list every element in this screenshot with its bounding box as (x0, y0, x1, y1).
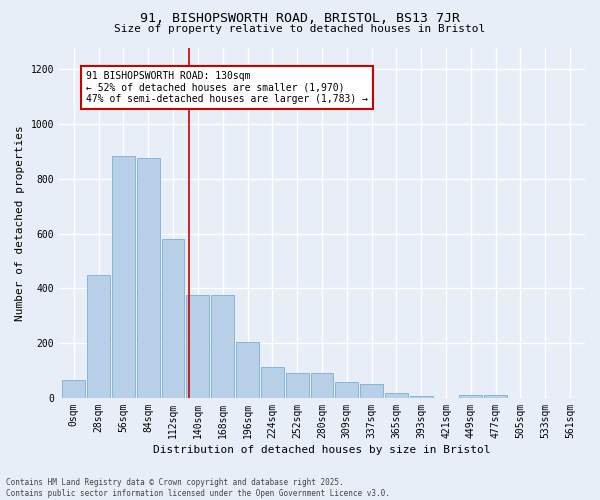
Bar (137, 158, 160, 398)
Bar (360, 384, 383, 398)
Bar (484, 394, 507, 398)
Text: Contains HM Land Registry data © Crown copyright and database right 2025.
Contai: Contains HM Land Registry data © Crown c… (6, 478, 390, 498)
Bar (385, 394, 408, 398)
Bar (62, 380, 85, 398)
Text: 91, BISHOPSWORTH ROAD, BRISTOL, BS13 7JR: 91, BISHOPSWORTH ROAD, BRISTOL, BS13 7JR (140, 12, 460, 26)
Bar (112, 156, 135, 398)
Bar (261, 368, 284, 398)
Bar (211, 296, 234, 398)
Bar (286, 374, 308, 398)
Bar (161, 239, 184, 398)
Bar (410, 396, 433, 398)
Text: Size of property relative to detached houses in Bristol: Size of property relative to detached ho… (115, 24, 485, 34)
Text: 91 BISHOPSWORTH ROAD: 130sqm
← 52% of detached houses are smaller (1,970)
47% of: 91 BISHOPSWORTH ROAD: 130sqm ← 52% of de… (86, 71, 368, 104)
Bar (335, 382, 358, 398)
Bar (87, 274, 110, 398)
X-axis label: Distribution of detached houses by size in Bristol: Distribution of detached houses by size … (153, 445, 491, 455)
Bar (460, 394, 482, 398)
Y-axis label: Number of detached properties: Number of detached properties (15, 125, 25, 320)
Bar (187, 296, 209, 398)
Bar (311, 374, 334, 398)
Bar (236, 342, 259, 398)
